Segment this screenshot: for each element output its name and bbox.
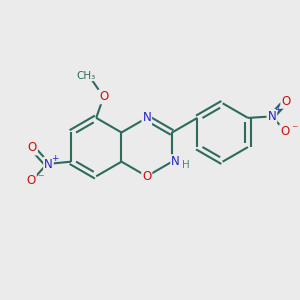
Text: N: N bbox=[171, 155, 180, 168]
Text: CH₃: CH₃ bbox=[76, 70, 96, 80]
Text: O: O bbox=[28, 142, 37, 154]
Text: +: + bbox=[51, 154, 59, 163]
Text: O: O bbox=[99, 90, 108, 104]
Text: ⁻: ⁻ bbox=[37, 172, 44, 185]
Text: H: H bbox=[182, 160, 190, 170]
Text: N: N bbox=[268, 110, 276, 123]
Text: O: O bbox=[142, 170, 152, 183]
Text: N: N bbox=[44, 158, 53, 170]
Text: N: N bbox=[142, 111, 151, 124]
Text: O: O bbox=[27, 174, 36, 187]
Text: +: + bbox=[274, 106, 282, 115]
Text: O: O bbox=[280, 125, 289, 138]
Text: O: O bbox=[281, 95, 290, 108]
Text: ⁻: ⁻ bbox=[291, 123, 298, 136]
